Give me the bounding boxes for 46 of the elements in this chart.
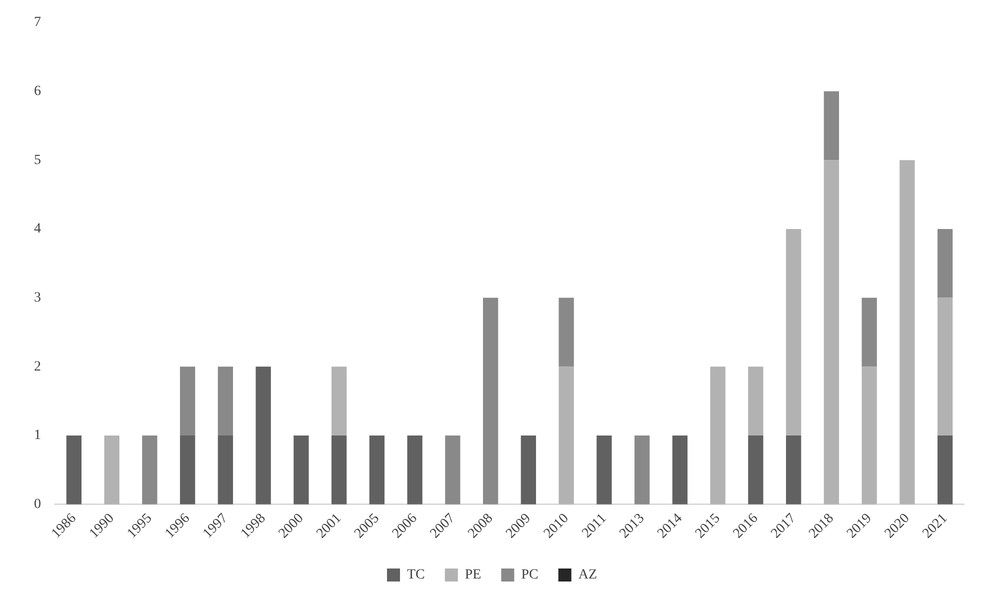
bar — [482, 298, 498, 504]
bar — [748, 435, 764, 504]
bar — [672, 435, 688, 504]
bar — [331, 366, 347, 436]
bar — [937, 298, 953, 436]
bar — [710, 366, 726, 504]
bar — [520, 435, 536, 504]
y-tick-label: 0 — [34, 496, 41, 512]
y-tick-label: 6 — [34, 84, 41, 99]
bar — [180, 366, 196, 436]
bar — [218, 366, 234, 436]
bar — [407, 435, 422, 504]
bar — [937, 228, 953, 298]
bar — [634, 435, 650, 504]
y-tick-label: 2 — [34, 359, 41, 374]
bar — [558, 298, 574, 367]
bar — [369, 435, 385, 504]
bar — [256, 366, 271, 504]
bar — [142, 435, 158, 504]
bar — [596, 435, 612, 504]
legend-label: AZ — [578, 568, 598, 583]
bar — [558, 366, 574, 504]
y-tick-label: 1 — [34, 428, 41, 444]
bar — [180, 435, 196, 504]
y-tick-label: 3 — [34, 290, 41, 306]
legend-label: PC — [521, 568, 538, 583]
bar — [824, 160, 840, 504]
legend-label: PE — [464, 568, 482, 583]
bar — [294, 435, 309, 504]
bar — [937, 435, 953, 504]
bar — [445, 435, 460, 504]
bar — [862, 366, 877, 504]
bar — [900, 160, 915, 504]
bar — [786, 435, 802, 504]
legend-label: TC — [406, 568, 425, 583]
y-tick-label: 5 — [34, 152, 41, 168]
y-tick-label: 7 — [34, 15, 41, 30]
bar — [862, 298, 877, 367]
bar — [748, 366, 764, 436]
bar — [104, 435, 120, 504]
bar — [218, 435, 234, 504]
bar — [66, 435, 82, 504]
bar — [786, 228, 802, 436]
bar — [331, 435, 347, 504]
y-tick-label: 4 — [34, 222, 41, 237]
bar — [824, 91, 840, 160]
